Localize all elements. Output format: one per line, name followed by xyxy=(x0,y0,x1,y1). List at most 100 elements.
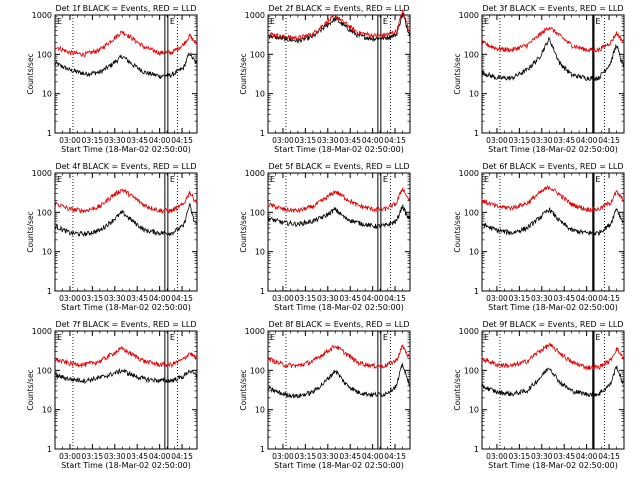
y-tick-label: 10 xyxy=(469,248,479,257)
plot-frame xyxy=(481,172,625,292)
x-tick-label: 04:00 xyxy=(149,294,171,303)
x-axis-label: Start Time (18-Mar-02 02:50:00) xyxy=(61,461,191,470)
x-tick-label: 04:00 xyxy=(576,452,598,461)
x-tick-label: 04:15 xyxy=(171,452,193,461)
series-line-events xyxy=(481,37,625,82)
event-label-end: E xyxy=(170,175,175,184)
y-tick-label: 100 xyxy=(464,366,479,375)
plot-frame xyxy=(54,330,198,450)
x-tick-label: 03:45 xyxy=(126,136,148,145)
x-tick-label: 03:45 xyxy=(553,294,575,303)
x-tick-label: 03:45 xyxy=(553,136,575,145)
y-tick-label: 10 xyxy=(255,406,265,415)
series-line-events xyxy=(267,204,411,230)
event-label-end: E xyxy=(383,333,388,342)
series-line-events xyxy=(481,207,625,237)
y-tick-label: 1000 xyxy=(459,327,479,336)
y-tick-label: 10 xyxy=(469,90,479,99)
y-tick-label: 1 xyxy=(474,287,479,296)
x-tick-label: 03:30 xyxy=(317,136,339,145)
series-line-lld xyxy=(481,342,625,372)
x-axis-label: Start Time (18-Mar-02 02:50:00) xyxy=(488,303,618,312)
chart-title: Det 1f BLACK = Events, RED = LLD xyxy=(55,4,196,13)
x-tick-label: 03:15 xyxy=(509,452,531,461)
x-tick-label: 03:00 xyxy=(59,452,81,461)
chart-title: Det 6f BLACK = Events, RED = LLD xyxy=(482,162,623,171)
event-label-end: E xyxy=(595,175,600,184)
y-tick-label: 100 xyxy=(37,50,52,59)
series-line-lld xyxy=(481,184,625,213)
chart-panel-9: Det 9f BLACK = Events, RED = LLD 1 10 100 10… xyxy=(453,320,625,470)
x-tick-label: 03:00 xyxy=(59,136,81,145)
x-tick-label: 04:15 xyxy=(171,294,193,303)
x-tick-label: 03:00 xyxy=(272,452,294,461)
chart-title: Det 4f BLACK = Events, RED = LLD xyxy=(55,162,196,171)
y-tick-label: 10 xyxy=(255,248,265,257)
y-tick-label: 1 xyxy=(474,445,479,454)
y-tick-label: 1000 xyxy=(459,169,479,178)
chart-panel-6: Det 6f BLACK = Events, RED = LLD 1 10 100 10… xyxy=(453,162,625,312)
plot-frame xyxy=(267,330,411,450)
x-tick-label: 04:00 xyxy=(149,136,171,145)
chart-panel-1: Det 1f BLACK = Events, RED = LLD 1 10 100 10… xyxy=(26,4,198,154)
x-tick-label: 03:00 xyxy=(486,452,508,461)
x-tick-label: 03:30 xyxy=(317,294,339,303)
x-axis-label: Start Time (18-Mar-02 02:50:00) xyxy=(488,461,618,470)
x-tick-label: 03:30 xyxy=(104,136,126,145)
y-tick-label: 1000 xyxy=(459,11,479,20)
y-tick-label: 1000 xyxy=(32,327,52,336)
x-tick-label: 03:30 xyxy=(531,136,553,145)
y-axis-label: Counts/sec xyxy=(239,211,248,252)
x-tick-label: 04:00 xyxy=(149,452,171,461)
event-label-start: E xyxy=(484,175,489,184)
y-axis-label: Counts/sec xyxy=(26,369,35,410)
x-tick-label: 03:00 xyxy=(272,136,294,145)
chart-panel-7: Det 7f BLACK = Events, RED = LLD 1 10 100 10… xyxy=(26,320,198,470)
x-tick-label: 04:00 xyxy=(576,136,598,145)
plot-frame xyxy=(54,172,198,292)
y-axis-label: Counts/sec xyxy=(26,211,35,252)
plot-frame xyxy=(54,14,198,134)
series-line-events xyxy=(267,12,411,45)
x-tick-label: 04:00 xyxy=(362,452,384,461)
series-line-lld xyxy=(267,187,411,214)
y-tick-label: 1 xyxy=(260,445,265,454)
x-tick-label: 03:30 xyxy=(104,294,126,303)
y-tick-label: 1000 xyxy=(245,169,265,178)
y-axis-label: Counts/sec xyxy=(453,369,462,410)
event-label-end: E xyxy=(170,333,175,342)
x-axis-label: Start Time (18-Mar-02 02:50:00) xyxy=(274,145,404,154)
x-tick-label: 04:00 xyxy=(576,294,598,303)
x-tick-label: 04:15 xyxy=(171,136,193,145)
x-tick-label: 03:45 xyxy=(553,452,575,461)
chart-title: Det 7f BLACK = Events, RED = LLD xyxy=(55,320,196,329)
event-label-end: E xyxy=(383,17,388,26)
event-label-end: E xyxy=(595,17,600,26)
series-line-lld xyxy=(54,30,198,58)
x-tick-label: 03:30 xyxy=(104,452,126,461)
y-tick-label: 10 xyxy=(42,90,52,99)
y-axis-label: Counts/sec xyxy=(453,53,462,94)
series-line-events xyxy=(54,202,198,237)
x-tick-label: 03:00 xyxy=(59,294,81,303)
event-label-end: E xyxy=(595,333,600,342)
y-tick-label: 1000 xyxy=(245,11,265,20)
series-line-events xyxy=(54,368,198,385)
y-tick-label: 1 xyxy=(47,445,52,454)
x-tick-label: 04:15 xyxy=(384,136,406,145)
chart-panel-4: Det 4f BLACK = Events, RED = LLD 1 10 100 10… xyxy=(26,162,198,312)
y-tick-label: 1000 xyxy=(245,327,265,336)
x-tick-label: 03:15 xyxy=(82,294,104,303)
y-tick-label: 100 xyxy=(250,50,265,59)
x-axis-label: Start Time (18-Mar-02 02:50:00) xyxy=(274,461,404,470)
chart-panel-8: Det 8f BLACK = Events, RED = LLD 1 10 100 10… xyxy=(239,320,411,470)
y-tick-label: 1 xyxy=(260,287,265,296)
x-tick-label: 03:45 xyxy=(339,136,361,145)
y-tick-label: 10 xyxy=(469,406,479,415)
y-tick-label: 10 xyxy=(42,248,52,257)
y-axis-label: Counts/sec xyxy=(239,53,248,94)
chart-title: Det 9f BLACK = Events, RED = LLD xyxy=(482,320,623,329)
x-tick-label: 03:00 xyxy=(486,136,508,145)
event-label-end: E xyxy=(170,17,175,26)
x-tick-label: 03:15 xyxy=(295,294,317,303)
